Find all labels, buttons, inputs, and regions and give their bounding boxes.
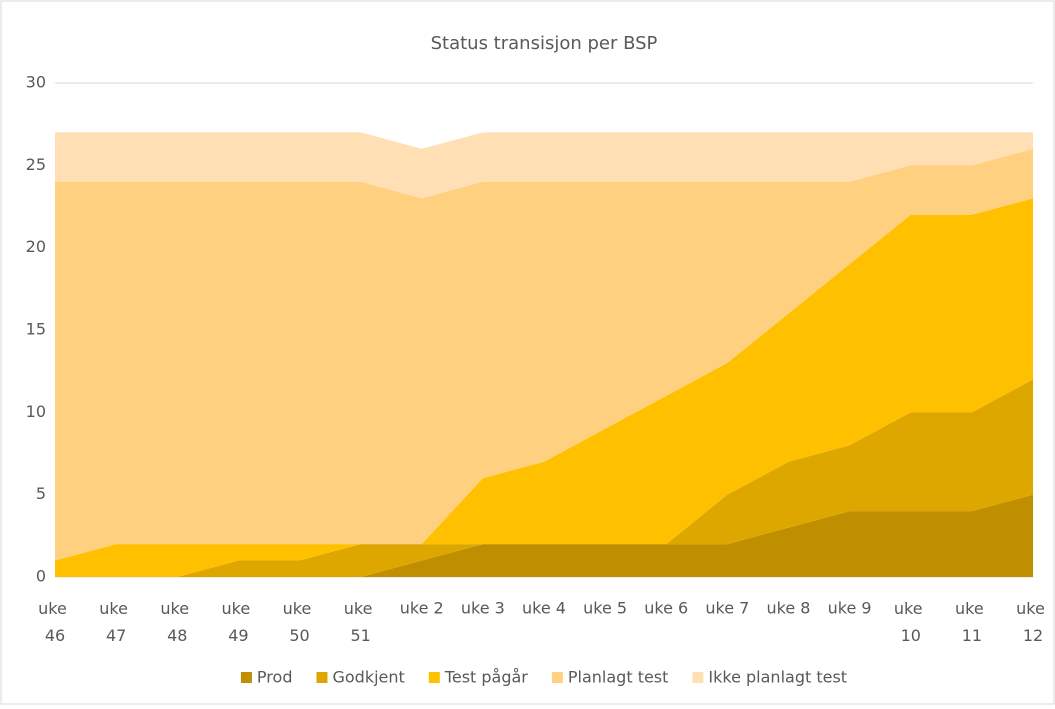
x-tick-label: uke 46 <box>38 599 72 645</box>
legend: Prod Godkjent Test pågår Planlagt test Ikke … <box>240 668 847 687</box>
x-tick-label: uke 51 <box>344 599 378 645</box>
x-tick-label: uke 2 <box>400 599 444 618</box>
x-tick-label: uke 7 <box>705 599 749 618</box>
legend-swatch <box>551 672 563 683</box>
x-tick-label: uke 4 <box>522 599 566 618</box>
legend-label: Ikke planlagt test <box>708 668 847 687</box>
legend-label: Godkjent <box>332 668 404 687</box>
area <box>55 148 1033 561</box>
x-tick-label: uke 50 <box>283 599 317 645</box>
y-tick-label: 20 <box>26 237 46 256</box>
x-tick-label: uke 49 <box>221 599 255 645</box>
x-tick-label: uke 47 <box>99 599 133 645</box>
area <box>55 494 1033 577</box>
y-tick-label: 0 <box>36 567 46 586</box>
x-tick-label: uke 6 <box>644 599 688 618</box>
area <box>55 132 1033 199</box>
y-tick-label: 30 <box>26 73 46 92</box>
legend-swatch <box>316 672 328 683</box>
x-tick-label: uke 11 <box>955 599 989 645</box>
y-tick-label: 5 <box>36 484 46 503</box>
legend-label: Planlagt test <box>568 668 669 687</box>
legend-label: Prod <box>257 668 293 687</box>
legend-swatch <box>428 672 440 683</box>
chart-title: Status transisjon per BSP <box>431 33 658 54</box>
legend-swatch <box>692 672 704 683</box>
x-tick-label: uke 8 <box>767 599 811 618</box>
y-tick-label: 25 <box>26 155 46 174</box>
area <box>55 198 1033 577</box>
x-tick-label: uke 12 <box>1016 599 1050 645</box>
y-tick-label: 15 <box>26 320 46 339</box>
x-tick-label: uke 5 <box>583 599 627 618</box>
area <box>55 379 1033 577</box>
x-tick-label: uke 9 <box>828 599 872 618</box>
x-tick-label: uke 10 <box>894 599 928 645</box>
legend-label: Test pågår <box>444 668 529 687</box>
x-tick-label: uke 3 <box>461 599 505 618</box>
legend-swatch <box>240 672 252 683</box>
x-tick-label: uke 48 <box>160 599 194 645</box>
y-tick-label: 10 <box>26 402 46 421</box>
